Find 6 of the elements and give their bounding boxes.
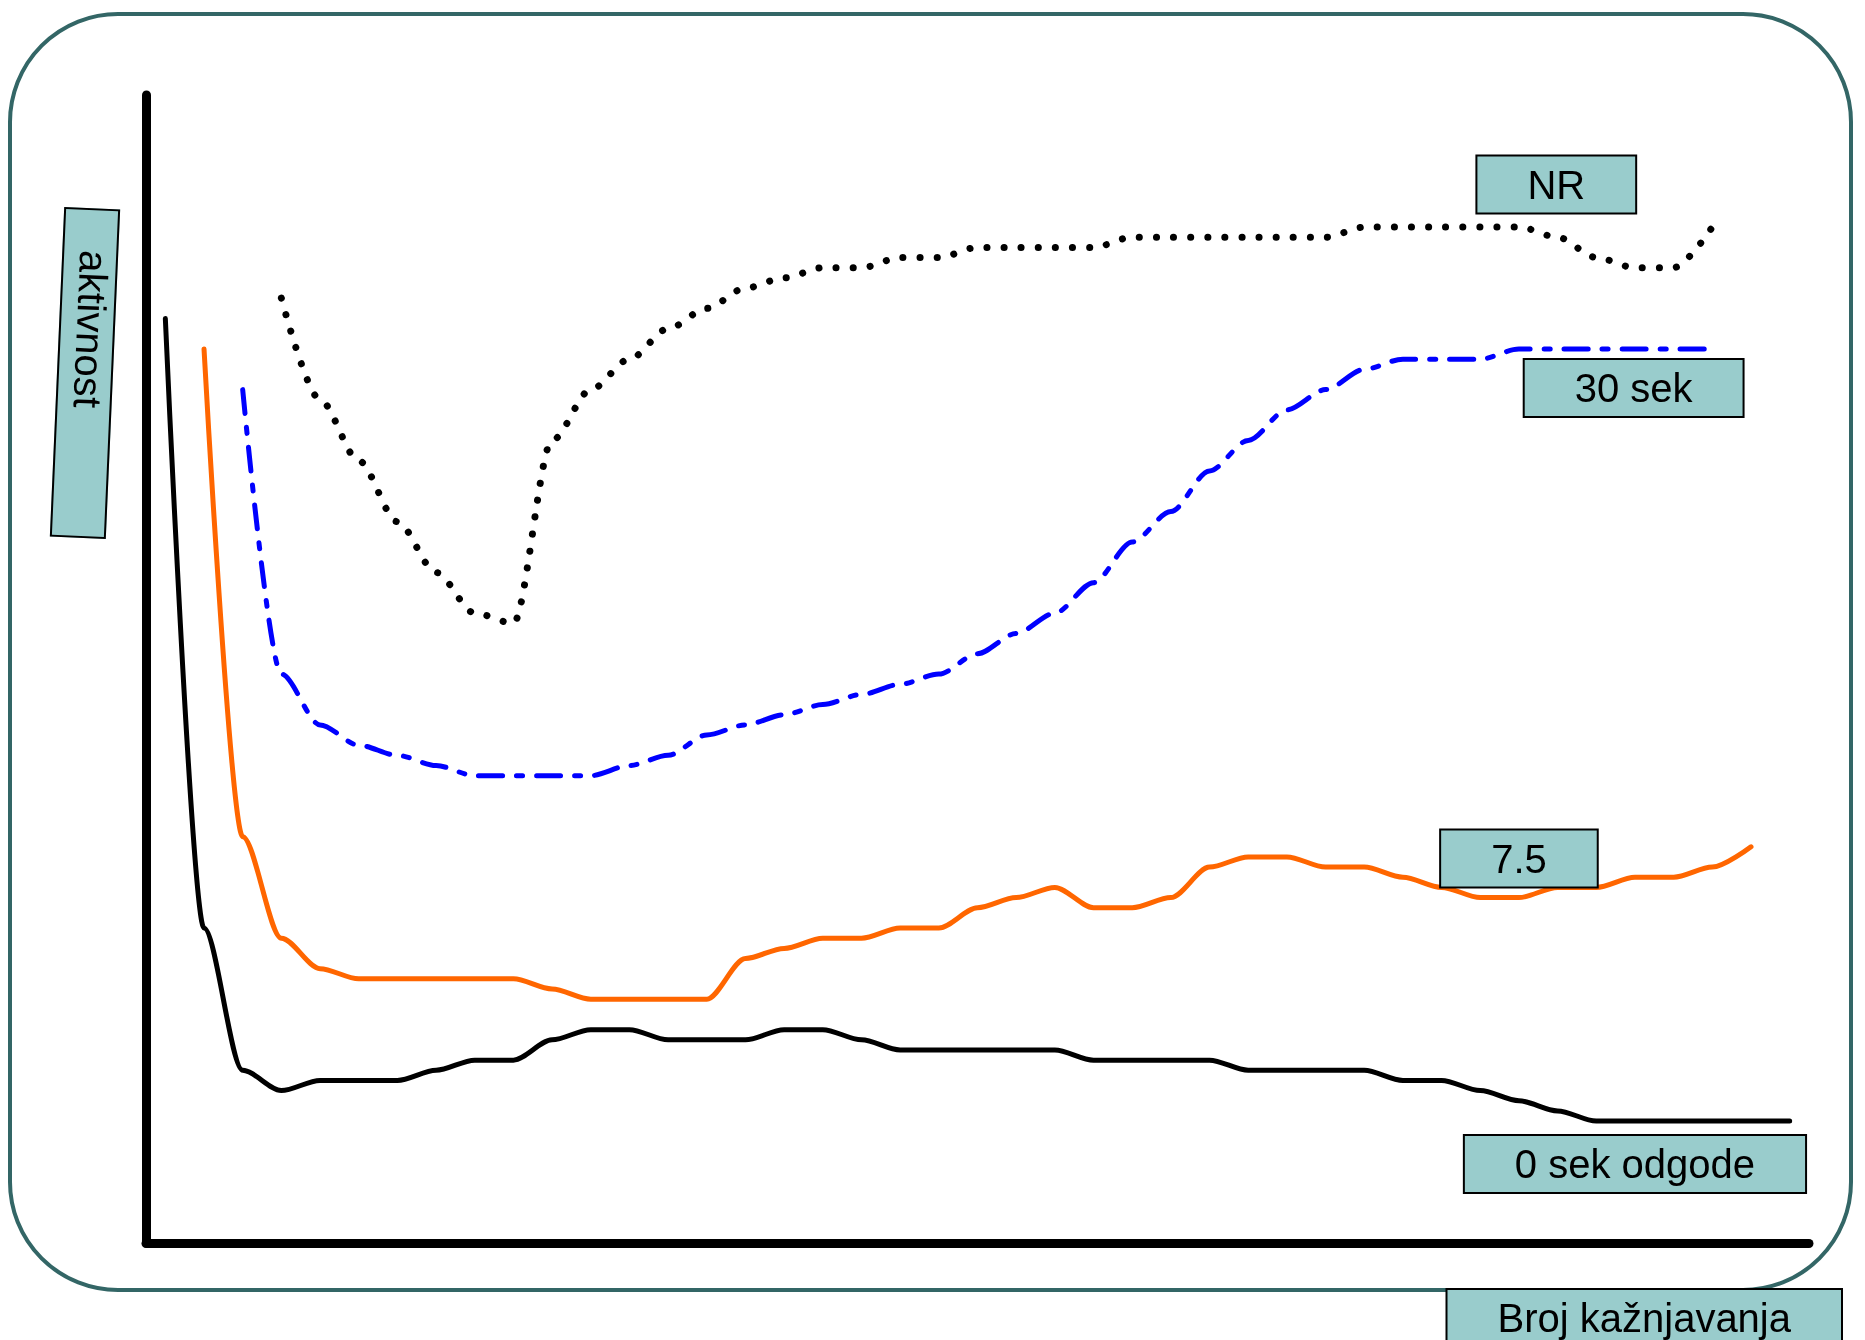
x-axis-title: Broj kažnjavanja xyxy=(1497,1296,1792,1340)
series-label: 30 sek xyxy=(1574,365,1694,410)
series-label: 0 sek odgode xyxy=(1514,1142,1756,1187)
series-label: 7.5 xyxy=(1491,836,1547,881)
series-label: NR xyxy=(1527,162,1586,207)
y-axis-title: aktivnost xyxy=(49,206,121,540)
